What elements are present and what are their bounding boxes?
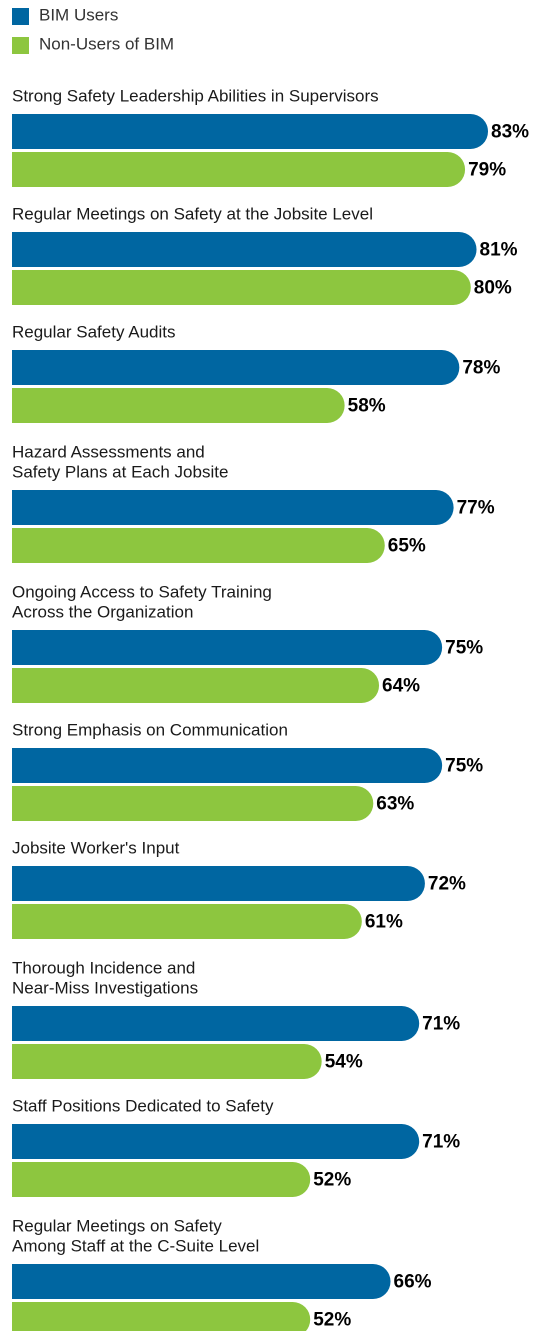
value-label: 71% <box>422 1014 460 1035</box>
bar <box>12 904 362 939</box>
value-label: 52% <box>313 1310 351 1331</box>
bar <box>12 1006 420 1041</box>
bar <box>12 114 489 149</box>
bar <box>12 1162 311 1197</box>
value-label: 66% <box>394 1272 432 1293</box>
category-label: Across the Organization <box>12 602 193 621</box>
category-label: Thorough Incidence and <box>12 958 195 977</box>
bar <box>12 1302 311 1331</box>
category-label: Jobsite Worker's Input <box>12 838 180 857</box>
bar <box>12 748 443 783</box>
category-label: Regular Meetings on Safety <box>12 1216 222 1235</box>
category-label: Ongoing Access to Safety Training <box>12 582 272 601</box>
legend-label: Non-Users of BIM <box>39 34 174 53</box>
bar <box>12 630 443 665</box>
value-label: 65% <box>388 536 426 557</box>
category-label: Strong Safety Leadership Abilities in Su… <box>12 86 379 105</box>
category-label: Staff Positions Dedicated to Safety <box>12 1096 274 1115</box>
value-label: 63% <box>376 794 414 815</box>
category-label: Strong Emphasis on Communication <box>12 720 288 739</box>
value-label: 77% <box>457 498 495 519</box>
bar <box>12 388 345 423</box>
category-label: Among Staff at the C-Suite Level <box>12 1236 259 1255</box>
value-label: 75% <box>445 756 483 777</box>
value-label: 71% <box>422 1132 460 1153</box>
bar <box>12 350 460 385</box>
value-label: 72% <box>428 874 466 895</box>
bar <box>12 490 454 525</box>
value-label: 52% <box>313 1170 351 1191</box>
bar <box>12 1044 322 1079</box>
value-label: 64% <box>382 676 420 697</box>
legend-label: BIM Users <box>39 5 118 24</box>
bar <box>12 232 477 267</box>
bar <box>12 528 385 563</box>
value-label: 54% <box>325 1052 363 1073</box>
bar <box>12 786 374 821</box>
legend-swatch <box>12 37 29 54</box>
category-label: Near-Miss Investigations <box>12 978 198 997</box>
legend-swatch <box>12 8 29 25</box>
value-label: 80% <box>474 278 512 299</box>
bar <box>12 866 425 901</box>
category-label: Regular Safety Audits <box>12 322 175 341</box>
value-label: 79% <box>468 160 506 181</box>
bar <box>12 152 466 187</box>
value-label: 81% <box>480 240 518 261</box>
category-label: Hazard Assessments and <box>12 442 205 461</box>
category-label: Safety Plans at Each Jobsite <box>12 462 228 481</box>
value-label: 61% <box>365 912 403 933</box>
value-label: 75% <box>445 638 483 659</box>
bar <box>12 1124 420 1159</box>
category-label: Regular Meetings on Safety at the Jobsit… <box>12 204 373 223</box>
bar <box>12 1264 391 1299</box>
value-label: 78% <box>462 358 500 379</box>
bar <box>12 668 380 703</box>
value-label: 58% <box>348 396 386 417</box>
value-label: 83% <box>491 122 529 143</box>
bar <box>12 270 471 305</box>
